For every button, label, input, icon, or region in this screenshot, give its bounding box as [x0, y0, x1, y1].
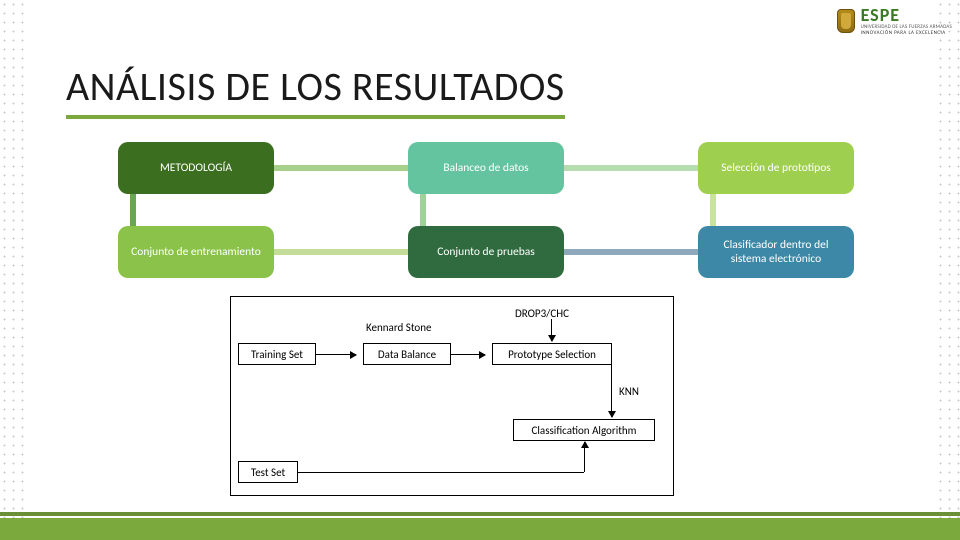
box-data-balance: Data Balance	[363, 343, 451, 365]
node-metodologia: METODOLOGÍA	[118, 142, 274, 194]
node-label: Selección de prototipos	[721, 161, 831, 175]
methodology-node-grid: METODOLOGÍA Balanceo de datos Selección …	[118, 142, 854, 278]
label-kennard-stone: Kennard Stone	[366, 321, 431, 334]
v-connector	[420, 194, 426, 226]
h-connector	[564, 165, 698, 171]
v-connector	[710, 194, 716, 226]
node-label: METODOLOGÍA	[160, 161, 232, 175]
v-connector	[130, 194, 136, 226]
h-connector	[274, 249, 408, 255]
page-title: ANÁLISIS DE LOS RESULTADOS	[66, 62, 565, 119]
box-test-set: Test Set	[238, 461, 298, 483]
shield-icon	[837, 9, 855, 33]
node-entrenamiento: Conjunto de entrenamiento	[118, 226, 274, 278]
page-title-text: ANÁLISIS DE LOS RESULTADOS	[66, 62, 565, 111]
box-prototype-selection: Prototype Selection	[492, 343, 612, 365]
h-connector	[564, 249, 698, 255]
node-balanceo: Balanceo de datos	[408, 142, 564, 194]
logo-subtitle-2: INNOVACIÓN PARA LA EXCELENCIA	[861, 30, 952, 36]
box-classification-algorithm: Classification Algorithm	[513, 419, 655, 441]
logo-word: ESPE	[861, 6, 952, 24]
node-label: Conjunto de entrenamiento	[131, 245, 261, 259]
line-test-right	[298, 472, 584, 473]
node-seleccion: Selección de prototipos	[698, 142, 854, 194]
box-training-set: Training Set	[238, 343, 316, 365]
node-label: Conjunto de pruebas	[437, 245, 535, 259]
node-pruebas: Conjunto de pruebas	[408, 226, 564, 278]
h-connector	[274, 165, 408, 171]
arrow-balance-to-prototype	[451, 354, 485, 355]
node-label: Balanceo de datos	[443, 161, 528, 175]
org-logo: ESPE UNIVERSIDAD DE LAS FUERZAS ARMADAS …	[837, 6, 952, 36]
node-label: Clasificador dentro del sistema electrón…	[706, 238, 846, 267]
footer-bar	[0, 518, 960, 540]
node-clasificador: Clasificador dentro del sistema electrón…	[698, 226, 854, 278]
title-underline	[66, 115, 565, 119]
arrow-drop-to-prototype	[551, 319, 552, 341]
label-knn: KNN	[619, 385, 639, 398]
line-proto-down	[611, 365, 612, 399]
arrow-test-to-class	[584, 442, 585, 472]
arrow-proto-to-class	[611, 399, 612, 417]
pipeline-flowchart: Kennard Stone DROP3/CHC KNN Training Set…	[230, 296, 674, 496]
arrow-training-to-balance	[316, 354, 356, 355]
label-drop-chc: DROP3/CHC	[515, 307, 569, 320]
